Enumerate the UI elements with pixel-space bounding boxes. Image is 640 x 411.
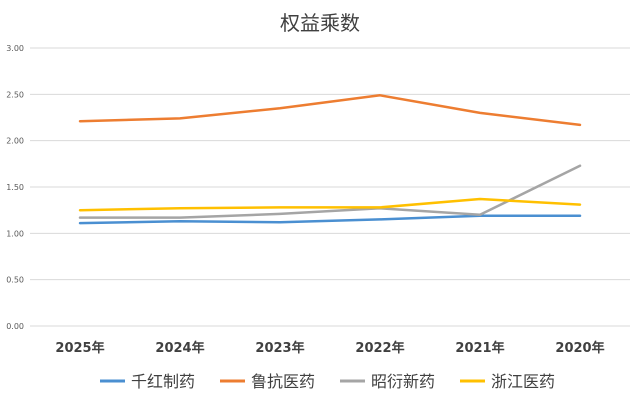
y-tick-label: 0.00: [6, 322, 24, 331]
series-lines: [78, 94, 582, 225]
series-line-1: [78, 94, 582, 127]
series-line-3: [78, 197, 582, 212]
gridlines: [30, 47, 630, 327]
legend-label: 浙江医药: [491, 372, 555, 391]
x-tick-label: 2021年: [455, 340, 504, 356]
chart-title: 权益乘数: [280, 11, 360, 35]
x-axis-ticks: 2025年 2024年 2023年 2022年 2021年 2020年: [55, 340, 604, 356]
x-tick-label: 2023年: [255, 340, 304, 356]
legend-label: 鲁抗医药: [251, 372, 315, 391]
x-tick-label: 2022年: [355, 340, 404, 356]
legend: 千红制药 鲁抗医药 昭衍新药 浙江医药: [100, 372, 555, 391]
x-tick-label: 2020年: [555, 340, 604, 356]
legend-label: 昭衍新药: [371, 372, 435, 391]
x-tick-label: 2024年: [155, 340, 204, 356]
series-line-0: [78, 214, 582, 225]
legend-label: 千红制药: [131, 372, 195, 391]
y-tick-label: 2.50: [6, 90, 24, 99]
x-tick-label: 2025年: [55, 340, 104, 356]
y-axis-ticks: 0.00 0.50 1.00 1.50 2.00 2.50 3.00: [6, 44, 24, 331]
y-tick-label: 1.00: [6, 229, 24, 238]
series-line-2: [78, 164, 582, 219]
y-tick-label: 3.00: [6, 44, 24, 53]
y-tick-label: 1.50: [6, 183, 24, 192]
y-tick-label: 2.00: [6, 137, 24, 146]
y-tick-label: 0.50: [6, 276, 24, 285]
